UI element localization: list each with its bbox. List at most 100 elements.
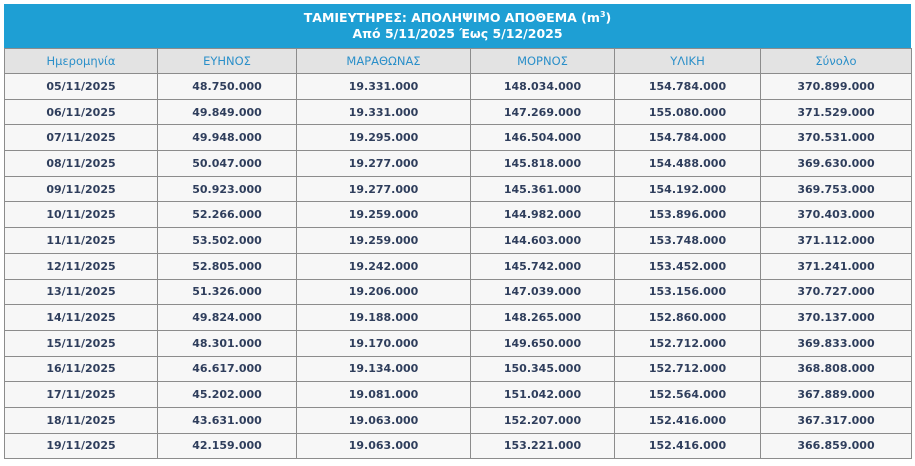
header-row: Ημερομηνία ΕΥΗΝΟΣ ΜΑΡΑΘΩΝΑΣ ΜΟΡΝΟΣ ΥΛΙΚΗ Σύνο… — [4, 48, 912, 74]
reservoir-stock-report: ΤΑΜΙΕΥΤΗΡΕΣ: ΑΠΟΛΗΨΙΜΟ ΑΠΟΘΕΜΑ (m3) Από … — [4, 4, 912, 460]
cell-yliki: 154.488.000 — [614, 150, 761, 177]
cell-mornos: 147.039.000 — [470, 278, 615, 306]
cell-yliki: 153.896.000 — [614, 201, 761, 229]
column-header-date: Ημερομηνία — [4, 48, 158, 74]
cell-evinos: 52.266.000 — [157, 201, 297, 229]
cell-date: 07/11/2025 — [4, 124, 158, 152]
cell-yliki: 152.860.000 — [614, 304, 761, 331]
cell-total: 369.753.000 — [760, 175, 912, 203]
cell-total: 367.889.000 — [760, 381, 912, 408]
cell-evinos: 50.047.000 — [157, 150, 297, 177]
cell-evinos: 48.750.000 — [157, 73, 297, 100]
column-header-mornos: ΜΟΡΝΟΣ — [470, 48, 615, 74]
cell-evinos: 48.301.000 — [157, 329, 297, 357]
cell-yliki: 155.080.000 — [614, 98, 761, 126]
cell-date: 10/11/2025 — [4, 201, 158, 229]
cell-mornos: 146.504.000 — [470, 124, 615, 152]
cell-mornos: 152.207.000 — [470, 406, 615, 434]
cell-yliki: 154.784.000 — [614, 124, 761, 152]
cell-yliki: 152.416.000 — [614, 406, 761, 434]
table-row: 16/11/2025 46.617.000 19.134.000 150.345.00… — [4, 355, 912, 383]
cell-evinos: 50.923.000 — [157, 175, 297, 203]
cell-mornos: 153.221.000 — [470, 432, 615, 460]
cell-date: 17/11/2025 — [4, 381, 158, 408]
cell-marathonas: 19.081.000 — [296, 381, 471, 408]
cell-total: 371.112.000 — [760, 227, 912, 254]
cell-total: 368.808.000 — [760, 355, 912, 383]
table-row: 08/11/2025 50.047.000 19.277.000 145.818.00… — [4, 150, 912, 177]
cell-total: 370.403.000 — [760, 201, 912, 229]
title-text: ΤΑΜΙΕΥΤΗΡΕΣ: ΑΠΟΛΗΨΙΜΟ ΑΠΟΘΕΜΑ (m — [303, 10, 600, 25]
cell-mornos: 145.742.000 — [470, 252, 615, 280]
cell-total: 370.137.000 — [760, 304, 912, 331]
cell-mornos: 151.042.000 — [470, 381, 615, 408]
cell-date: 15/11/2025 — [4, 329, 158, 357]
table-row: 19/11/2025 42.159.000 19.063.000 153.221.00… — [4, 432, 912, 460]
cell-mornos: 147.269.000 — [470, 98, 615, 126]
cell-mornos: 148.265.000 — [470, 304, 615, 331]
cell-date: 18/11/2025 — [4, 406, 158, 434]
cell-marathonas: 19.188.000 — [296, 304, 471, 331]
cell-evinos: 51.326.000 — [157, 278, 297, 306]
cell-yliki: 152.564.000 — [614, 381, 761, 408]
cell-date: 16/11/2025 — [4, 355, 158, 383]
cell-evinos: 49.948.000 — [157, 124, 297, 152]
reservoir-table: Ημερομηνία ΕΥΗΝΟΣ ΜΑΡΑΘΩΝΑΣ ΜΟΡΝΟΣ ΥΛΙΚΗ Σύνο… — [4, 48, 912, 460]
cell-date: 06/11/2025 — [4, 98, 158, 126]
cell-date: 05/11/2025 — [4, 73, 158, 100]
column-header-yliki: ΥΛΙΚΗ — [614, 48, 761, 74]
cell-marathonas: 19.277.000 — [296, 175, 471, 203]
cell-mornos: 145.361.000 — [470, 175, 615, 203]
cell-mornos: 145.818.000 — [470, 150, 615, 177]
cell-evinos: 53.502.000 — [157, 227, 297, 254]
cell-total: 371.241.000 — [760, 252, 912, 280]
cell-marathonas: 19.063.000 — [296, 406, 471, 434]
table-row: 10/11/2025 52.266.000 19.259.000 144.982.00… — [4, 201, 912, 229]
cell-total: 369.630.000 — [760, 150, 912, 177]
cell-total: 370.899.000 — [760, 73, 912, 100]
table-row: 18/11/2025 43.631.000 19.063.000 152.207.00… — [4, 406, 912, 434]
cell-evinos: 42.159.000 — [157, 432, 297, 460]
cell-date: 14/11/2025 — [4, 304, 158, 331]
cell-date: 19/11/2025 — [4, 432, 158, 460]
cell-total: 367.317.000 — [760, 406, 912, 434]
cell-yliki: 152.712.000 — [614, 355, 761, 383]
cell-mornos: 150.345.000 — [470, 355, 615, 383]
column-header-marathonas: ΜΑΡΑΘΩΝΑΣ — [296, 48, 471, 74]
table-row: 13/11/2025 51.326.000 19.206.000 147.039.00… — [4, 278, 912, 306]
cell-mornos: 144.982.000 — [470, 201, 615, 229]
cell-marathonas: 19.134.000 — [296, 355, 471, 383]
cell-yliki: 154.784.000 — [614, 73, 761, 100]
cell-evinos: 43.631.000 — [157, 406, 297, 434]
title-suffix: ) — [605, 10, 612, 25]
date-range: Από 5/11/2025 Έως 5/12/2025 — [352, 26, 563, 41]
cell-mornos: 144.603.000 — [470, 227, 615, 254]
cell-date: 11/11/2025 — [4, 227, 158, 254]
column-header-total: Σύνολο — [760, 48, 912, 74]
table-row: 07/11/2025 49.948.000 19.295.000 146.504.00… — [4, 124, 912, 152]
title-superscript: 3 — [599, 9, 606, 19]
cell-date: 09/11/2025 — [4, 175, 158, 203]
cell-yliki: 153.452.000 — [614, 252, 761, 280]
cell-marathonas: 19.277.000 — [296, 150, 471, 177]
cell-mornos: 148.034.000 — [470, 73, 615, 100]
cell-total: 370.727.000 — [760, 278, 912, 306]
cell-yliki: 154.192.000 — [614, 175, 761, 203]
cell-marathonas: 19.331.000 — [296, 73, 471, 100]
cell-marathonas: 19.206.000 — [296, 278, 471, 306]
table-row: 12/11/2025 52.805.000 19.242.000 145.742.00… — [4, 252, 912, 280]
cell-total: 371.529.000 — [760, 98, 912, 126]
cell-total: 370.531.000 — [760, 124, 912, 152]
table-row: 17/11/2025 45.202.000 19.081.000 151.042.00… — [4, 381, 912, 408]
cell-marathonas: 19.295.000 — [296, 124, 471, 152]
cell-date: 13/11/2025 — [4, 278, 158, 306]
cell-evinos: 45.202.000 — [157, 381, 297, 408]
cell-yliki: 153.748.000 — [614, 227, 761, 254]
table-row: 06/11/2025 49.849.000 19.331.000 147.269.00… — [4, 98, 912, 126]
report-title: ΤΑΜΙΕΥΤΗΡΕΣ: ΑΠΟΛΗΨΙΜΟ ΑΠΟΘΕΜΑ (m3) — [4, 10, 911, 26]
cell-total: 369.833.000 — [760, 329, 912, 357]
table-row: 15/11/2025 48.301.000 19.170.000 149.650.00… — [4, 329, 912, 357]
table-row: 14/11/2025 49.824.000 19.188.000 148.265.00… — [4, 304, 912, 331]
column-header-evinos: ΕΥΗΝΟΣ — [157, 48, 297, 74]
cell-marathonas: 19.170.000 — [296, 329, 471, 357]
